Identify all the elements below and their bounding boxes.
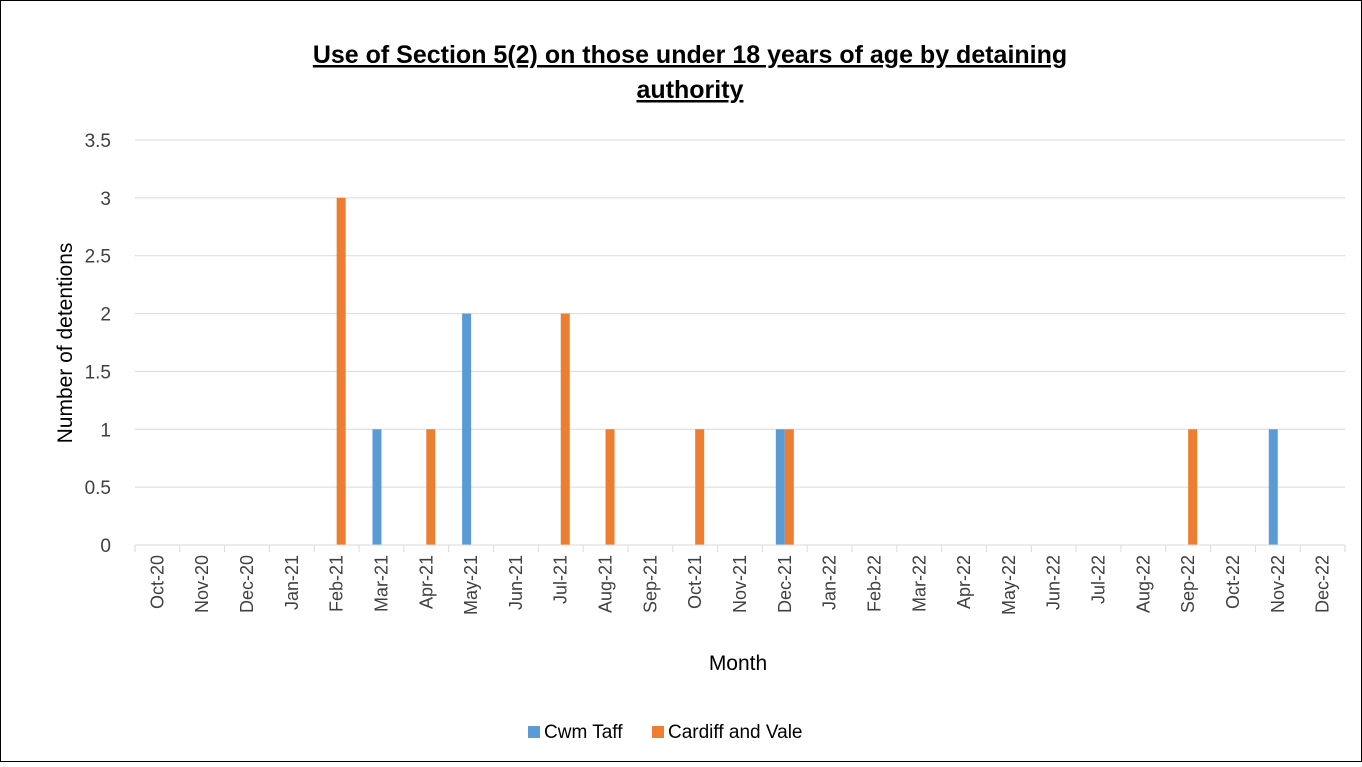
x-tick-label: Apr-22	[954, 555, 974, 609]
y-axis-label: Number of detentions	[54, 243, 77, 444]
x-tick-label: Jul-22	[1089, 555, 1109, 604]
x-tick-label: Oct-22	[1223, 555, 1243, 609]
x-tick-label: Mar-22	[909, 555, 929, 612]
bar-cardiff-and-vale	[606, 429, 615, 545]
x-tick-label: Jan-22	[820, 555, 840, 610]
x-tick-label: Oct-21	[685, 555, 705, 609]
x-tick-label: Aug-21	[596, 555, 616, 613]
y-tick-label: 2.5	[85, 247, 111, 268]
x-tick-label: Feb-22	[864, 555, 884, 612]
legend-swatch-cwm-taff	[528, 726, 540, 738]
bar-cwm-taff	[372, 429, 381, 545]
x-tick-label: Apr-21	[416, 555, 436, 609]
x-tick-label: Nov-21	[730, 555, 750, 613]
x-tick-label: Nov-22	[1268, 555, 1288, 613]
y-tick-label: 0	[100, 536, 111, 557]
x-tick-label: Dec-22	[1313, 555, 1333, 613]
bar-cardiff-and-vale	[426, 429, 435, 545]
y-tick-label: 1	[100, 420, 111, 441]
y-tick-label: 1.5	[85, 362, 111, 383]
x-tick-label: Jun-21	[506, 555, 526, 610]
legend-label-cwm-taff: Cwm Taff	[544, 722, 623, 743]
legend-label-cardiff-and-vale: Cardiff and Vale	[668, 722, 803, 743]
x-tick-label: Jan-21	[282, 555, 302, 610]
bar-cardiff-and-vale	[785, 429, 794, 545]
bar-cardiff-and-vale	[337, 198, 346, 545]
legend-swatch-cardiff-and-vale	[652, 726, 664, 738]
x-tick-label: Feb-21	[327, 555, 347, 612]
y-tick-label: 3	[100, 189, 111, 210]
bar-cwm-taff	[1269, 429, 1278, 545]
x-tick-label: May-21	[461, 555, 481, 615]
x-tick-label: Aug-22	[1133, 555, 1153, 613]
bar-cardiff-and-vale	[695, 429, 704, 545]
y-tick-label: 2	[100, 305, 111, 326]
x-tick-label: Dec-20	[237, 555, 257, 613]
x-tick-label: Sep-22	[1178, 555, 1198, 613]
bar-cardiff-and-vale	[561, 314, 570, 545]
x-tick-label: Jul-21	[551, 555, 571, 604]
x-tick-label: May-22	[999, 555, 1019, 615]
x-tick-label: Dec-21	[775, 555, 795, 613]
y-tick-label: 0.5	[85, 478, 111, 499]
bar-cwm-taff	[462, 314, 471, 545]
chart-title-line-1: Use of Section 5(2) on those under 18 ye…	[313, 41, 1067, 69]
x-axis-label: Month	[709, 652, 767, 675]
x-tick-label: Mar-21	[371, 555, 391, 612]
x-tick-label: Sep-21	[640, 555, 660, 613]
x-tick-label: Nov-20	[192, 555, 212, 613]
bar-cardiff-and-vale	[1188, 429, 1197, 545]
chart-title-line-2: authority	[637, 76, 744, 104]
x-tick-label: Jun-22	[1044, 555, 1064, 610]
x-tick-label: Oct-20	[147, 555, 167, 609]
y-tick-label: 3.5	[85, 131, 111, 152]
bar-cwm-taff	[776, 429, 785, 545]
